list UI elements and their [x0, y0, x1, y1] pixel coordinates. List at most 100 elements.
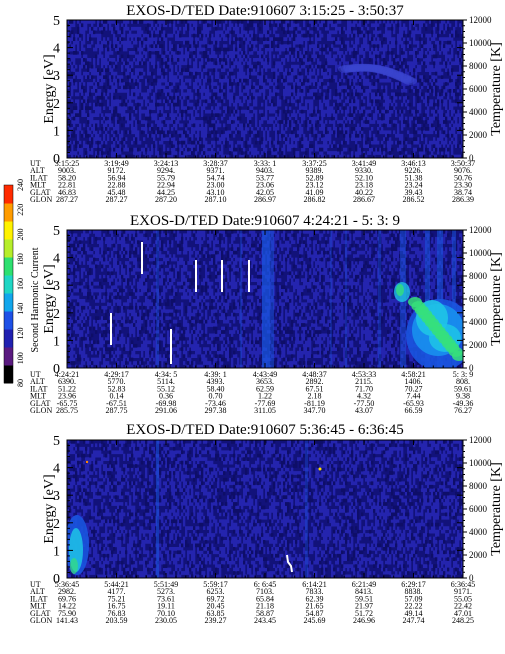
table-cell: 5:51:49: [154, 580, 178, 589]
table-cell: 43.07: [355, 406, 373, 415]
table-cell: 43.10: [207, 188, 225, 197]
table-row-label: ALT: [30, 166, 45, 175]
colorbar: 80 100 120 140 160 180 200 220 240 Second Harmoni…: [3, 179, 41, 387]
table-cell: 41.09: [306, 188, 324, 197]
y-tick-label: 4: [53, 462, 60, 477]
table-cell: 66.59: [405, 406, 423, 415]
table-cell: 141.43: [56, 616, 78, 625]
colorbar-tick-label: 120: [16, 328, 25, 340]
table-cell: 50.76: [454, 173, 472, 182]
y-tick-label: 0: [53, 362, 60, 377]
y2-tick-label: 2000: [469, 340, 488, 350]
table-cell: -65.75: [57, 399, 78, 408]
heatmap-layer: [67, 440, 463, 578]
table-cell: 9003.: [58, 166, 76, 175]
table-cell: 2115.: [355, 377, 373, 386]
table-cell: 286.97: [254, 195, 276, 204]
table-cell: 38.74: [454, 188, 472, 197]
table-cell: 63.85: [207, 609, 225, 618]
green-core: [452, 351, 463, 361]
table-cell: 9389.: [306, 166, 324, 175]
table-cell: 3:41:49: [352, 159, 376, 168]
chart-title: EXOS-D/TED Date:910607 5:36:45 - 6:36:45: [126, 422, 403, 438]
y-tick-label: 3: [53, 279, 60, 294]
table-cell: 4:53:33: [352, 370, 376, 379]
colorbar-tick-label: 200: [16, 229, 25, 241]
chart-title: EXOS-D/TED Date:910607 4:24:21 - 5: 3: 9: [130, 213, 400, 229]
y-tick-label: 0: [53, 572, 60, 587]
table-cell: 286.39: [452, 195, 474, 204]
table-cell: 23.96: [58, 392, 76, 401]
table-row-label: UT: [30, 370, 41, 379]
table-cell: 4.32: [357, 392, 371, 401]
table-cell: 6:14:21: [302, 580, 326, 589]
table-cell: 6:21:49: [352, 580, 376, 589]
y-tick-label: 3: [53, 489, 60, 504]
colorbar-tick-label: 80: [16, 379, 25, 387]
table-cell: 51.22: [58, 384, 76, 393]
table-cell: 69.72: [207, 594, 225, 603]
y-tick-label: 3: [53, 69, 60, 84]
table-cell: 4:24:21: [55, 370, 79, 379]
colorbar-swatch: [4, 365, 13, 384]
table-cell: -81.19: [304, 399, 325, 408]
faint-arc-feature: [403, 77, 417, 85]
table-cell: 287.75: [106, 406, 128, 415]
table-cell: 67.51: [306, 384, 324, 393]
y-tick-label: 2: [53, 307, 60, 322]
table-cell: -67.51: [106, 399, 127, 408]
y2-tick-label: 10000: [469, 248, 492, 258]
table-cell: 247.74: [403, 616, 425, 625]
table-cell: 2.18: [308, 392, 322, 401]
table-cell: 4393.: [207, 377, 225, 386]
y2-tick-label: 12000: [469, 225, 492, 235]
table-cell: 9.38: [456, 392, 470, 401]
colorbar-swatch: [4, 275, 13, 294]
table-cell: 5114.: [157, 377, 175, 386]
vertical-streak: [330, 230, 332, 368]
table-cell: 40.22: [355, 188, 373, 197]
table-cell: 5:36:45: [55, 580, 79, 589]
vertical-streak: [240, 230, 242, 368]
y2-tick-label: 8000: [469, 61, 488, 71]
y-tick-label: 0: [53, 152, 60, 167]
table-cell: 21.18: [256, 602, 274, 611]
colorbar-swatch: [4, 311, 13, 330]
table-cell: 22.94: [157, 181, 175, 190]
table-cell: 22.88: [108, 181, 126, 190]
colorbar-frame: [3, 184, 14, 384]
vertical-streak: [262, 230, 270, 368]
y2-tick-label: 6000: [469, 294, 488, 304]
y-tick-label: 1: [53, 544, 60, 559]
table-cell: 51.72: [355, 609, 373, 618]
table-cell: 65.84: [256, 594, 274, 603]
table-cell: 3653.: [256, 377, 274, 386]
y2-tick-label: 0: [469, 573, 474, 583]
table-cell: 54.87: [306, 609, 324, 618]
table-cell: 243.45: [254, 616, 276, 625]
table-row-label: GLON: [30, 616, 52, 625]
table-cell: -77.69: [255, 399, 276, 408]
table-cell: 9371.: [207, 166, 225, 175]
table-cell: 6: 6:45: [254, 580, 276, 589]
table-cell: 203.59: [106, 616, 128, 625]
y-tick-label: 1: [53, 124, 60, 139]
y2-tick-label: 2000: [469, 130, 488, 140]
table-cell: 2982.: [58, 587, 76, 596]
table-cell: 3:50:37: [451, 159, 475, 168]
table-cell: -49.36: [453, 399, 474, 408]
table-cell: 248.25: [452, 616, 474, 625]
y2-tick-label: 8000: [469, 271, 488, 281]
table-cell: 285.75: [56, 406, 78, 415]
y2-tick-label: 12000: [469, 435, 492, 445]
table-cell: 3:33: 1: [254, 159, 276, 168]
table-row-label: MLT: [30, 602, 46, 611]
table-cell: 21.65: [306, 602, 324, 611]
table-cell: -69.98: [156, 399, 177, 408]
y-axis-label: Energy [eV]: [42, 264, 57, 333]
heatmap-noise: [67, 20, 463, 158]
table-cell: 2892.: [306, 377, 324, 386]
table-cell: 5:59:17: [203, 580, 227, 589]
colorbar-swatch: [4, 257, 13, 276]
